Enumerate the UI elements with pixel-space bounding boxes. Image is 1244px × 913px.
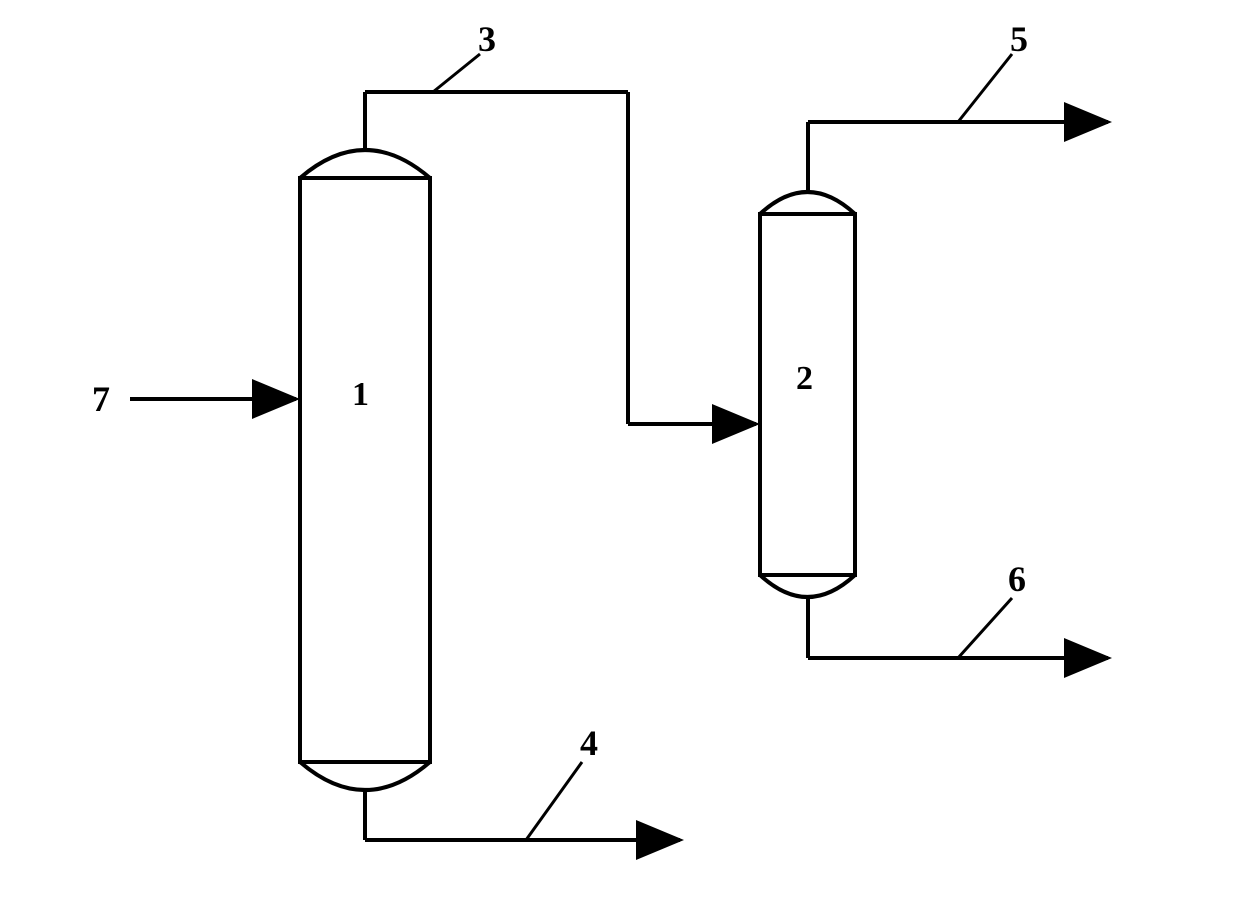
leader-line-5 [958,54,1012,122]
column-1 [300,150,430,790]
leader-line-3 [433,54,480,92]
column-1-label: 1 [352,376,369,414]
label-7: 7 [92,378,110,420]
leader-line-6 [958,598,1012,658]
line-col1-top-to-col2 [365,92,756,424]
leader-line-4 [526,762,582,840]
diagram-svg [0,0,1244,913]
label-4: 4 [580,722,598,764]
label-6: 6 [1008,558,1026,600]
process-flow-diagram: 1 2 3 4 5 6 7 [0,0,1244,913]
line-col1-bottom-out [365,790,680,840]
column-2-label: 2 [796,360,813,398]
label-5: 5 [1010,18,1028,60]
line-col2-bottom-out [808,597,1108,658]
line-col2-top-out [808,122,1108,192]
label-3: 3 [478,18,496,60]
